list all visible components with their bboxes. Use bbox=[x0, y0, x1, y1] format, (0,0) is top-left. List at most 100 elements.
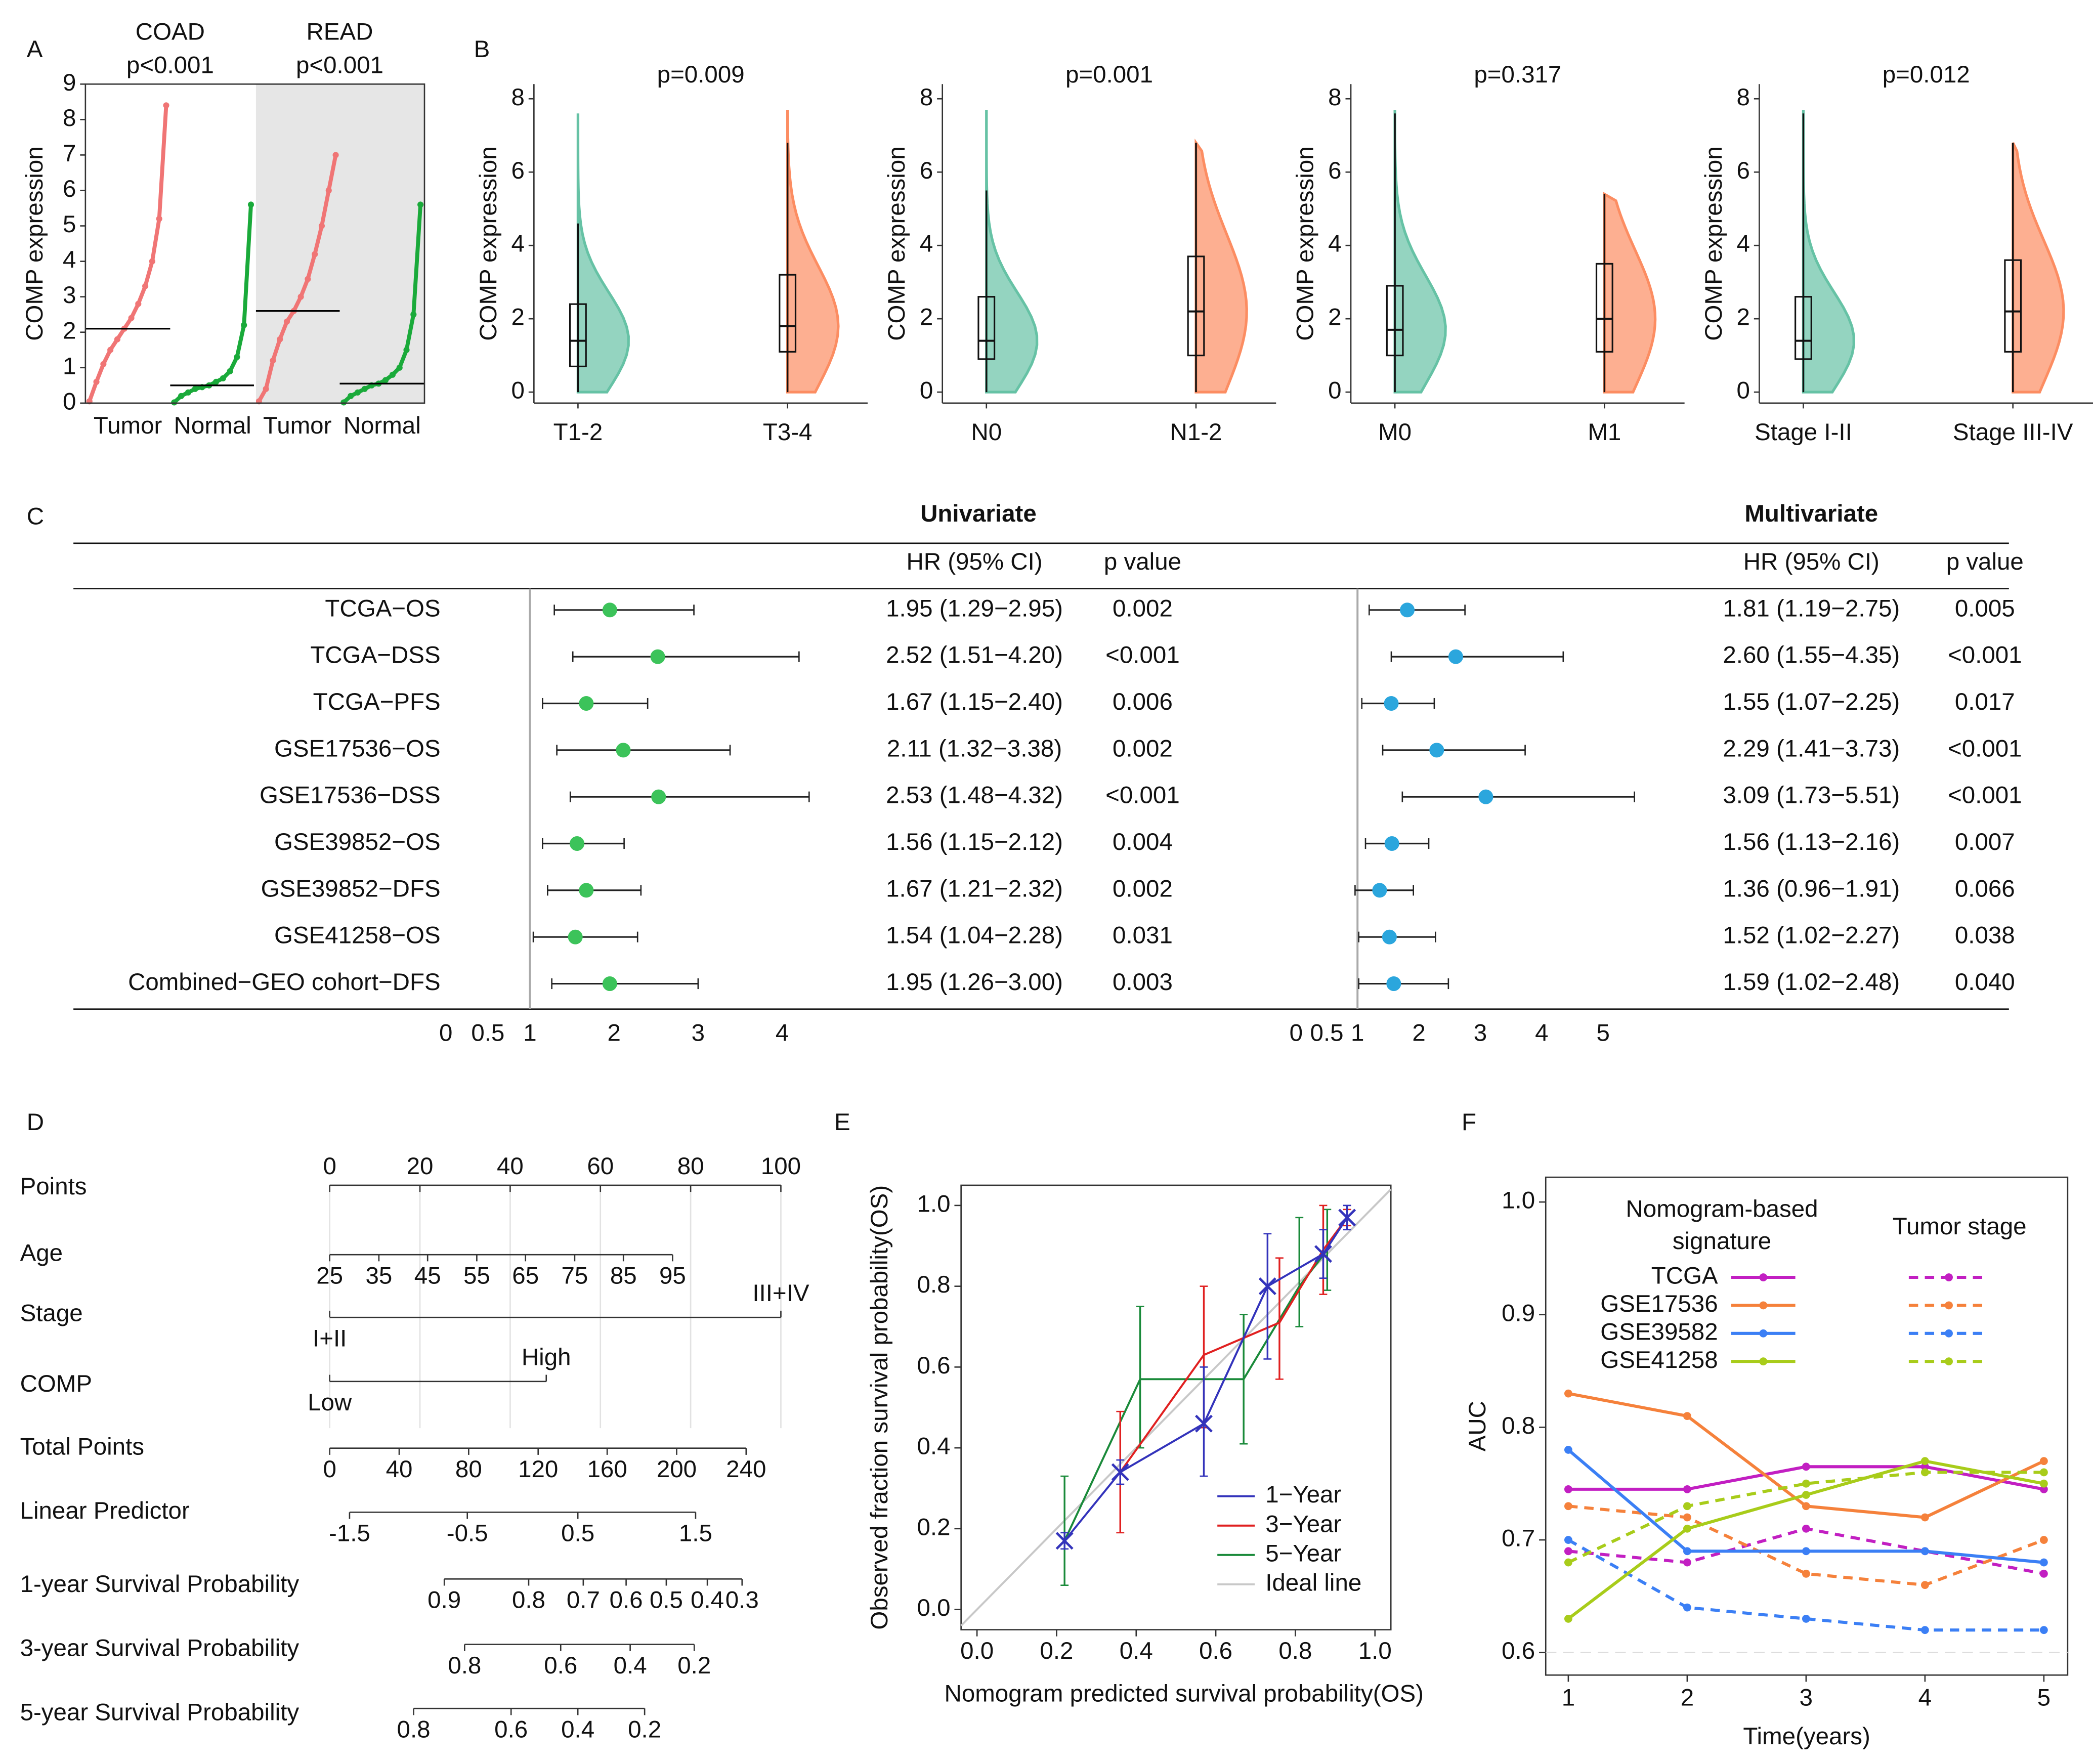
auc-point bbox=[1920, 1626, 1929, 1634]
auc-point bbox=[1683, 1547, 1691, 1556]
y-tick-label: 2 bbox=[1737, 304, 1750, 331]
hr-label: 1.95 (1.26−3.00) bbox=[886, 969, 1063, 996]
x-tick-label: 0 bbox=[1290, 1019, 1303, 1046]
x-tick-label: 0.2 bbox=[1040, 1638, 1073, 1664]
scale-label: 1.5 bbox=[679, 1520, 712, 1547]
row-label: GSE39852−OS bbox=[274, 829, 441, 855]
strip-point bbox=[128, 315, 135, 321]
violin bbox=[576, 113, 630, 394]
group-title: READ bbox=[307, 19, 373, 46]
group-p-value: p<0.001 bbox=[296, 52, 383, 79]
scale-label: 75 bbox=[562, 1263, 588, 1289]
y-tick-label: 3 bbox=[63, 282, 76, 309]
y-tick-label: 0 bbox=[63, 388, 76, 415]
scale-label: 160 bbox=[587, 1456, 627, 1483]
auc-point bbox=[1920, 1457, 1929, 1466]
box bbox=[977, 296, 996, 360]
hr-label: 1.67 (1.21−2.32) bbox=[886, 875, 1063, 902]
legend-dot bbox=[1759, 1301, 1768, 1310]
panel-label: D bbox=[27, 1109, 44, 1136]
plot-frame bbox=[84, 83, 425, 404]
row-label: Stage bbox=[20, 1300, 83, 1326]
auc-point bbox=[1564, 1502, 1572, 1511]
hr-point bbox=[570, 836, 585, 851]
row-label: Linear Predictor bbox=[20, 1497, 190, 1524]
point-marker bbox=[1111, 1463, 1129, 1481]
box bbox=[1187, 255, 1205, 357]
column-header: HR (95% CI) bbox=[1743, 548, 1880, 575]
x-axis-label: Time(years) bbox=[1743, 1723, 1870, 1750]
scale-label: 240 bbox=[726, 1456, 766, 1483]
legend-label: GSE41258 bbox=[1600, 1347, 1718, 1373]
legend-label: GSE39582 bbox=[1600, 1318, 1718, 1345]
legend-label: Ideal line bbox=[1265, 1569, 1361, 1596]
auc-point bbox=[1802, 1491, 1810, 1499]
y-tick-label: 0.6 bbox=[917, 1352, 951, 1379]
y-tick-label: 8 bbox=[63, 105, 76, 132]
point-marker bbox=[1055, 1532, 1074, 1550]
scale-label: 0.6 bbox=[610, 1587, 643, 1614]
y-tick-label: 0.0 bbox=[917, 1595, 951, 1621]
legend-label: GSE17536 bbox=[1600, 1290, 1718, 1317]
legend-dot bbox=[1945, 1329, 1953, 1338]
x-tick-label: 1.0 bbox=[1358, 1638, 1392, 1664]
scale-label: 0.8 bbox=[397, 1716, 431, 1743]
y-tick-label: 0 bbox=[920, 377, 933, 404]
y-tick-label: 6 bbox=[1737, 157, 1750, 184]
hr-point bbox=[1448, 649, 1463, 664]
strip-point bbox=[410, 311, 417, 318]
strip-point bbox=[297, 293, 304, 300]
category-label: Normal bbox=[344, 412, 421, 439]
hr-point bbox=[579, 696, 594, 711]
y-axis-label: COMP expression bbox=[883, 146, 910, 340]
scale-label: 120 bbox=[518, 1456, 558, 1483]
point-marker bbox=[1258, 1277, 1276, 1296]
auc-point bbox=[1920, 1513, 1929, 1522]
y-axis-label: AUC bbox=[1464, 1401, 1491, 1451]
strip-point bbox=[417, 201, 424, 208]
hr-point bbox=[651, 789, 666, 804]
scale-label: 65 bbox=[512, 1263, 539, 1289]
auc-point bbox=[1920, 1468, 1929, 1477]
scale-label: 0.2 bbox=[677, 1652, 711, 1679]
y-tick-label: 1.0 bbox=[1502, 1187, 1535, 1214]
group-title: COAD bbox=[136, 19, 205, 46]
y-tick-label: 8 bbox=[1737, 84, 1750, 111]
scale-label: 0.7 bbox=[567, 1587, 600, 1614]
p-value: 0.038 bbox=[1955, 922, 2015, 949]
strip-point bbox=[348, 393, 354, 399]
scale-label: 45 bbox=[414, 1263, 441, 1289]
column-header: HR (95% CI) bbox=[906, 548, 1042, 575]
y-tick-label: 8 bbox=[511, 84, 524, 111]
y-tick-label: 6 bbox=[511, 157, 524, 184]
strip-point bbox=[263, 385, 269, 392]
scale-label: 40 bbox=[386, 1456, 413, 1483]
y-tick-label: 4 bbox=[1328, 231, 1341, 257]
strip-point bbox=[241, 322, 247, 328]
row-label: GSE39852−DFS bbox=[261, 875, 441, 902]
x-tick-label: 0.4 bbox=[1120, 1638, 1153, 1664]
violin bbox=[2012, 142, 2065, 394]
p-value: 0.003 bbox=[1113, 969, 1173, 996]
strip-point bbox=[178, 393, 185, 399]
auc-point bbox=[2039, 1569, 2048, 1578]
row-label: GSE17536−OS bbox=[274, 735, 441, 762]
strip-point bbox=[332, 152, 339, 158]
x-tick-label: M0 bbox=[1378, 419, 1412, 446]
chart-title: p=0.012 bbox=[1883, 61, 1970, 88]
hr-label: 2.53 (1.48−4.32) bbox=[886, 782, 1063, 809]
y-axis-label: COMP expression bbox=[21, 146, 48, 340]
scale-label: 80 bbox=[455, 1456, 482, 1483]
y-tick-label: 0 bbox=[1328, 377, 1341, 404]
p-value: 0.004 bbox=[1113, 829, 1173, 855]
scale-label: 0.6 bbox=[544, 1652, 577, 1679]
y-tick-label: 6 bbox=[63, 176, 76, 202]
auc-point bbox=[1564, 1547, 1572, 1556]
scale-label: -1.5 bbox=[329, 1520, 370, 1547]
strip-point bbox=[220, 375, 226, 381]
scale-label: 25 bbox=[316, 1263, 343, 1289]
auc-point bbox=[1802, 1479, 1810, 1488]
chart-title: p=0.001 bbox=[1065, 61, 1153, 88]
auc-point bbox=[1802, 1547, 1810, 1556]
